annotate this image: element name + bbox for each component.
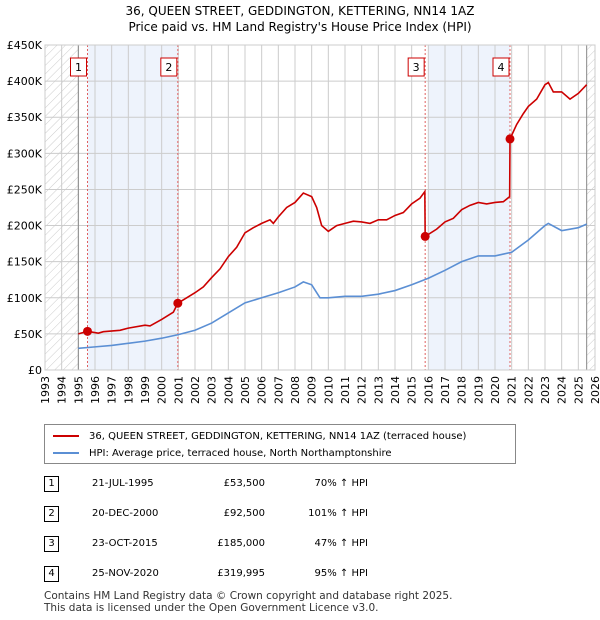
x-tick-label: 2009 bbox=[306, 376, 319, 404]
sale-price: £92,500 bbox=[223, 508, 265, 519]
sale-date: 23-OCT-2015 bbox=[92, 538, 158, 549]
chart-subtitle: Price paid vs. HM Land Registry's House … bbox=[128, 20, 472, 34]
table-row: 1 21-JUL-1995 £53,500 70% ↑ HPI bbox=[0, 476, 600, 496]
x-tick-label: 2012 bbox=[356, 376, 369, 404]
sale-price: £53,500 bbox=[223, 478, 265, 489]
footer-copyright: Contains HM Land Registry data © Crown c… bbox=[44, 590, 453, 602]
table-row: 4 25-NOV-2020 £319,995 95% ↑ HPI bbox=[0, 566, 600, 586]
x-tick-label: 2011 bbox=[339, 376, 352, 404]
sale-label: 4 bbox=[498, 61, 505, 74]
y-tick-label: £350K bbox=[7, 111, 43, 124]
x-tick-label: 2022 bbox=[522, 376, 535, 404]
x-tick-label: 2008 bbox=[289, 376, 302, 404]
sale-label-box bbox=[407, 57, 425, 77]
sale-label: 1 bbox=[75, 61, 82, 74]
x-tick-label: 2020 bbox=[489, 376, 502, 404]
x-tick-label: 2023 bbox=[539, 376, 552, 404]
x-tick-label: 2013 bbox=[372, 376, 385, 404]
x-tick-label: 2016 bbox=[422, 376, 435, 404]
y-tick-label: £400K bbox=[7, 75, 43, 88]
sale-price: £319,995 bbox=[217, 568, 265, 579]
x-tick-label: 1999 bbox=[139, 376, 152, 404]
x-tick-label: 2015 bbox=[406, 376, 419, 404]
sale-label-box bbox=[492, 57, 510, 77]
y-tick-label: £0 bbox=[28, 364, 42, 377]
x-tick-label: 2021 bbox=[506, 376, 519, 404]
legend-item-property: 36, QUEEN STREET, GEDDINGTON, KETTERING,… bbox=[53, 428, 466, 444]
sale-point bbox=[505, 134, 515, 144]
x-tick-label: 2007 bbox=[272, 376, 285, 404]
table-row: 3 23-OCT-2015 £185,000 47% ↑ HPI bbox=[0, 536, 600, 556]
sale-hpi-change: 101% ↑ HPI bbox=[308, 508, 368, 519]
footer-licence: This data is licensed under the Open Gov… bbox=[44, 602, 379, 614]
sale-point bbox=[83, 326, 92, 336]
y-tick-label: £250K bbox=[7, 183, 43, 196]
x-tick-label: 1995 bbox=[72, 376, 85, 404]
y-tick-label: £150K bbox=[7, 256, 43, 269]
x-tick-label: 2004 bbox=[222, 376, 235, 404]
sale-price: £185,000 bbox=[217, 538, 265, 549]
y-tick-label: £300K bbox=[7, 147, 43, 160]
sale-hpi-change: 95% ↑ HPI bbox=[314, 568, 368, 579]
y-tick-label: £200K bbox=[7, 220, 43, 233]
x-tick-label: 1994 bbox=[56, 376, 69, 404]
x-tick-label: 2024 bbox=[556, 376, 569, 404]
x-tick-label: 1997 bbox=[106, 376, 119, 404]
legend-label: HPI: Average price, terraced house, Nort… bbox=[89, 447, 392, 459]
x-tick-label: 1996 bbox=[89, 376, 102, 404]
hpi-line bbox=[78, 222, 587, 350]
x-tick-label: 2026 bbox=[589, 376, 600, 404]
x-tick-label: 2018 bbox=[456, 376, 469, 404]
y-tick-label: £50K bbox=[14, 328, 43, 341]
sale-date: 20-DEC-2000 bbox=[92, 508, 159, 519]
x-tick-label: 2003 bbox=[206, 376, 219, 404]
sale-number: 3 bbox=[44, 536, 59, 552]
shaded-period bbox=[428, 45, 510, 370]
table-row: 2 20-DEC-2000 £92,500 101% ↑ HPI bbox=[0, 506, 600, 526]
x-tick-label: 2001 bbox=[172, 376, 185, 404]
sale-number: 2 bbox=[44, 506, 59, 522]
x-tick-label: 2002 bbox=[189, 376, 202, 404]
y-tick-label: £100K bbox=[7, 292, 43, 305]
sale-date: 25-NOV-2020 bbox=[92, 568, 159, 579]
legend-label: 36, QUEEN STREET, GEDDINGTON, KETTERING,… bbox=[89, 430, 467, 442]
sale-date: 21-JUL-1995 bbox=[92, 478, 154, 489]
x-tick-label: 2006 bbox=[256, 376, 269, 404]
shaded-period bbox=[87, 45, 178, 370]
sale-label-box bbox=[160, 57, 178, 77]
legend-item-hpi: HPI: Average price, terraced house, Nort… bbox=[53, 445, 392, 461]
sale-label: 2 bbox=[165, 61, 172, 74]
sale-hpi-change: 47% ↑ HPI bbox=[314, 538, 368, 549]
legend: 36, QUEEN STREET, GEDDINGTON, KETTERING,… bbox=[44, 424, 516, 464]
x-tick-label: 2005 bbox=[239, 376, 252, 404]
x-tick-label: 2010 bbox=[322, 376, 335, 404]
x-tick-label: 2014 bbox=[389, 376, 402, 404]
no-data-hatch bbox=[586, 45, 595, 370]
x-tick-label: 1993 bbox=[39, 376, 52, 404]
sale-point bbox=[173, 298, 183, 308]
sale-point bbox=[420, 231, 430, 241]
x-tick-label: 1998 bbox=[122, 376, 135, 404]
chart-title: 36, QUEEN STREET, GEDDINGTON, KETTERING,… bbox=[125, 4, 475, 18]
plot-border bbox=[44, 44, 596, 371]
x-tick-label: 2019 bbox=[472, 376, 485, 404]
x-tick-label: 2017 bbox=[439, 376, 452, 404]
sale-label: 3 bbox=[413, 61, 420, 74]
price-chart: 1993 1994 1995 1996 1997 1998 1999 2000 2001 2002… bbox=[7, 39, 600, 404]
sale-hpi-change: 70% ↑ HPI bbox=[314, 478, 368, 489]
sale-number: 1 bbox=[44, 476, 59, 492]
sale-number: 4 bbox=[44, 566, 59, 582]
y-tick-label: £450K bbox=[7, 39, 43, 52]
x-tick-label: 2025 bbox=[572, 376, 585, 404]
sale-label-box bbox=[70, 57, 87, 77]
x-tick-label: 2000 bbox=[156, 376, 169, 404]
